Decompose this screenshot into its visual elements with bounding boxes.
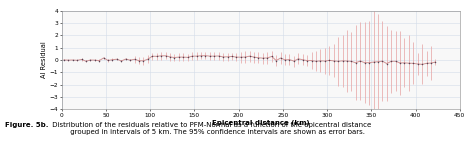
Point <box>73 59 81 62</box>
Point <box>188 55 196 57</box>
Point <box>78 58 85 61</box>
Point <box>193 55 201 57</box>
Point <box>95 59 103 62</box>
Point <box>392 60 400 62</box>
Point <box>162 55 169 57</box>
Point <box>379 60 386 62</box>
Point <box>401 62 408 64</box>
Point <box>365 61 373 64</box>
Point <box>352 62 360 64</box>
Point <box>206 55 214 57</box>
Point <box>237 56 245 58</box>
Point <box>60 59 68 61</box>
Point <box>201 54 209 57</box>
Point <box>104 59 112 62</box>
Point <box>312 60 320 62</box>
Point <box>294 58 302 60</box>
Point <box>246 55 254 57</box>
Point <box>396 62 404 64</box>
Point <box>330 60 337 62</box>
Point <box>197 55 205 57</box>
Point <box>268 55 275 58</box>
Point <box>153 55 161 58</box>
Point <box>286 58 293 61</box>
Point <box>100 57 108 59</box>
Point <box>339 60 346 62</box>
Point <box>69 59 76 61</box>
Point <box>343 60 351 62</box>
Point <box>317 60 324 62</box>
Text: Distribution of the residuals relative to PFM-Normal as a function of the epicen: Distribution of the residuals relative t… <box>50 122 371 135</box>
Point <box>135 59 143 62</box>
Point <box>427 62 435 64</box>
Point <box>414 63 421 65</box>
Point <box>370 61 377 63</box>
Point <box>423 62 430 65</box>
Y-axis label: AI Residual: AI Residual <box>41 42 47 78</box>
Text: Figure. 5b.: Figure. 5b. <box>5 122 48 128</box>
Point <box>277 57 284 59</box>
Point <box>118 60 125 62</box>
Point <box>122 58 129 60</box>
Point <box>326 59 333 62</box>
Point <box>233 56 240 58</box>
Point <box>219 56 227 58</box>
Point <box>210 55 218 57</box>
Point <box>250 56 258 58</box>
Point <box>419 63 426 66</box>
Point <box>127 59 134 61</box>
Point <box>241 56 249 58</box>
Point <box>290 60 298 62</box>
Point <box>157 55 165 57</box>
Point <box>334 60 342 62</box>
Point <box>259 57 267 59</box>
Point <box>273 59 280 62</box>
Point <box>171 56 178 59</box>
Point <box>184 56 191 59</box>
Point <box>308 59 315 62</box>
Point <box>175 56 182 58</box>
Point <box>215 55 222 57</box>
Point <box>91 59 99 61</box>
Point <box>410 62 417 65</box>
Point <box>64 59 72 61</box>
Point <box>347 60 355 63</box>
Point <box>374 60 382 63</box>
Point <box>87 59 94 61</box>
Point <box>228 55 236 58</box>
Point <box>405 62 413 64</box>
Point <box>113 58 121 60</box>
Point <box>131 58 138 60</box>
X-axis label: Epicentral distance (km): Epicentral distance (km) <box>212 120 310 126</box>
Point <box>82 60 90 62</box>
Point <box>255 57 262 59</box>
Point <box>166 56 174 58</box>
Point <box>148 55 156 57</box>
Point <box>321 60 328 62</box>
Point <box>180 56 187 58</box>
Point <box>144 58 152 60</box>
Point <box>109 59 116 61</box>
Point <box>361 61 368 64</box>
Point <box>383 62 391 65</box>
Point <box>224 56 231 58</box>
Point <box>432 61 439 63</box>
Point <box>387 60 395 62</box>
Point <box>140 60 147 62</box>
Point <box>356 60 364 62</box>
Point <box>264 57 271 59</box>
Point <box>299 59 307 61</box>
Point <box>303 59 311 62</box>
Point <box>281 59 289 61</box>
